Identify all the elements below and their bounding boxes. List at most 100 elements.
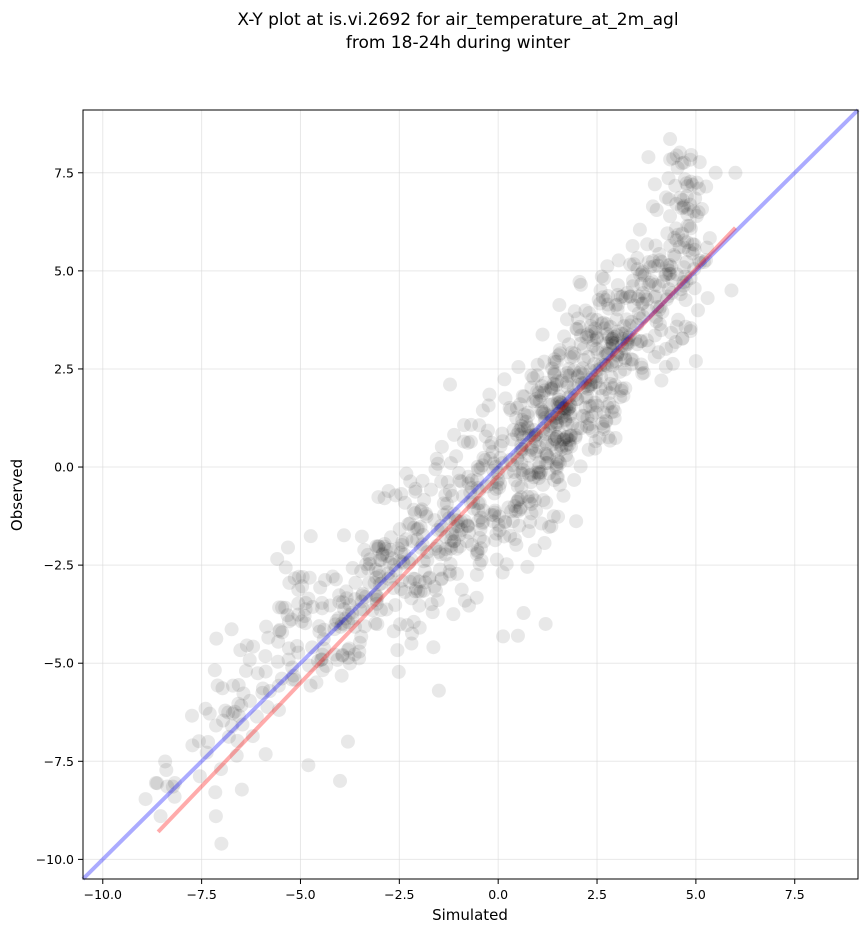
scatter-point [563,428,578,443]
scatter-point [513,502,528,517]
scatter-point [534,379,549,394]
scatter-point [488,533,503,548]
scatter-point [288,672,303,687]
scatter-point [663,209,678,224]
y-tick-label: 0.0 [54,460,74,475]
scatter-point [687,281,702,296]
scatter-point [589,363,604,378]
scatter-point [524,497,539,512]
scatter-point [610,278,625,293]
scatter-point [406,571,421,586]
scatter-point [656,274,671,289]
scatter-point [472,530,487,545]
scatter-point [218,703,233,718]
scatter-point [593,358,608,373]
scatter-point [443,538,458,553]
scatter-point [523,514,538,529]
scatter-point [610,328,625,343]
scatter-point [473,461,488,476]
scatter-point [476,503,491,518]
scatter-point [281,614,296,629]
chart-title-line-2: from 18-24h during winter [346,33,570,53]
scatter-point [290,638,305,653]
scatter-point [400,618,415,633]
scatter-point [663,238,678,253]
scatter-point [440,475,455,490]
scatter-point [640,237,655,252]
scatter-point [528,446,543,461]
scatter-point [562,368,577,383]
scatter-point [475,403,490,418]
x-axis-ticks: −10.0 −7.5 −5.0 −2.5 0.0 2.5 5.0 7.5 [84,879,805,902]
scatter-point [563,409,578,424]
scatter-point [641,277,656,292]
scatter-point [539,447,554,462]
scatter-point [669,267,684,282]
y-tick-label: −5.0 [44,656,74,671]
scatter-point [532,455,547,470]
scatter-point [378,541,393,556]
scatter-point [448,526,463,541]
scatter-point [434,522,449,537]
scatter-point [673,282,688,297]
scatter-point [582,399,597,414]
scatter-point [559,312,574,327]
scatter-point [647,290,662,305]
scatter-point [549,461,564,476]
scatter-point [392,554,407,569]
scatter-point [408,584,423,599]
scatter-point [427,579,442,594]
scatter-point [463,495,478,510]
scatter-point [677,233,692,248]
scatter-point [668,335,683,350]
scatter-point [630,337,645,352]
scatter-point [454,474,469,489]
scatter-point [588,325,603,340]
scatter-point [540,456,555,471]
scatter-point [676,275,691,290]
scatter-point [542,450,557,465]
scatter-point [371,539,386,554]
scatter-point [520,461,535,476]
scatter-point [413,540,428,555]
scatter-point [513,465,528,480]
scatter-point [617,341,632,356]
scatter-point [641,255,656,270]
scatter-point [683,197,698,212]
scatter-point [575,408,590,423]
scatter-point [501,500,516,515]
scatter-point [604,333,619,348]
scatter-point [246,639,261,654]
scatter-point [533,464,548,479]
scatter-point [284,612,299,627]
scatter-point [679,274,694,289]
scatter-point [236,686,251,701]
scatter-point [338,611,353,626]
scatter-point [472,557,487,572]
scatter-point [339,591,354,606]
scatter-point [561,401,576,416]
scatter-point [583,377,598,392]
scatter-point [550,396,565,411]
scatter-point [566,349,581,364]
scatter-point [537,536,552,551]
scatter-point [417,492,432,507]
scatter-point [567,388,582,403]
scatter-point [354,629,369,644]
scatter-point [537,414,552,429]
scatter-point [497,372,512,387]
scatter-point [603,376,618,391]
scatter-point [508,503,523,518]
scatter-point [589,341,604,356]
scatter-point [604,369,619,384]
scatter-point [442,483,457,498]
scatter-point [432,562,447,577]
scatter-point [424,597,439,612]
x-axis-label: Simulated [432,906,508,924]
scatter-point [625,352,640,367]
scatter-point [298,616,313,631]
scatter-point [596,315,611,330]
scatter-point [647,177,662,192]
scatter-point [329,613,344,628]
scatter-point [601,301,616,316]
